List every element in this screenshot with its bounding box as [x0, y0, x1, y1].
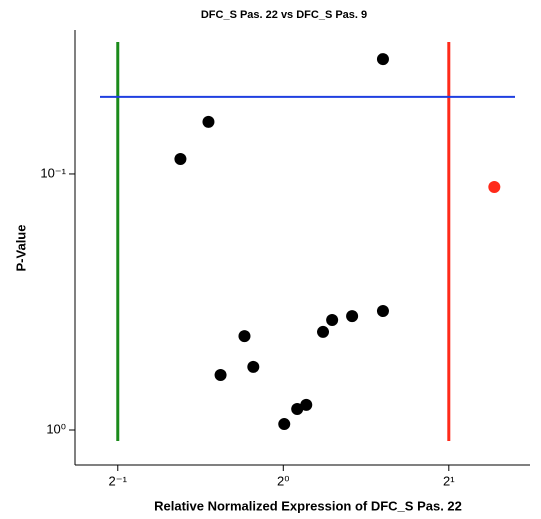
point: [317, 325, 330, 338]
point: [278, 418, 291, 431]
point: [326, 314, 339, 327]
x-axis-label: Relative Normalized Expression of DFC_S …: [154, 498, 462, 513]
y-tick-label: 10⁰: [46, 421, 66, 436]
point: [174, 152, 187, 165]
y-axis-label: P-Value: [13, 225, 28, 272]
point: [214, 369, 227, 382]
point: [202, 115, 215, 128]
x-tick-label: 2¹: [443, 473, 455, 488]
point: [291, 403, 304, 416]
point: [376, 305, 389, 318]
point: [346, 310, 359, 323]
x-tick-label: 2⁰: [277, 473, 289, 488]
point: [300, 398, 313, 411]
chart-title: DFC_S Pas. 22 vs DFC_S Pas. 9: [201, 9, 367, 21]
x-tick-label: 2⁻¹: [109, 473, 128, 488]
y-tick-label: 10⁻¹: [40, 165, 66, 180]
point: [247, 360, 260, 373]
point: [376, 53, 389, 66]
point: [238, 330, 251, 343]
point: [488, 180, 501, 193]
